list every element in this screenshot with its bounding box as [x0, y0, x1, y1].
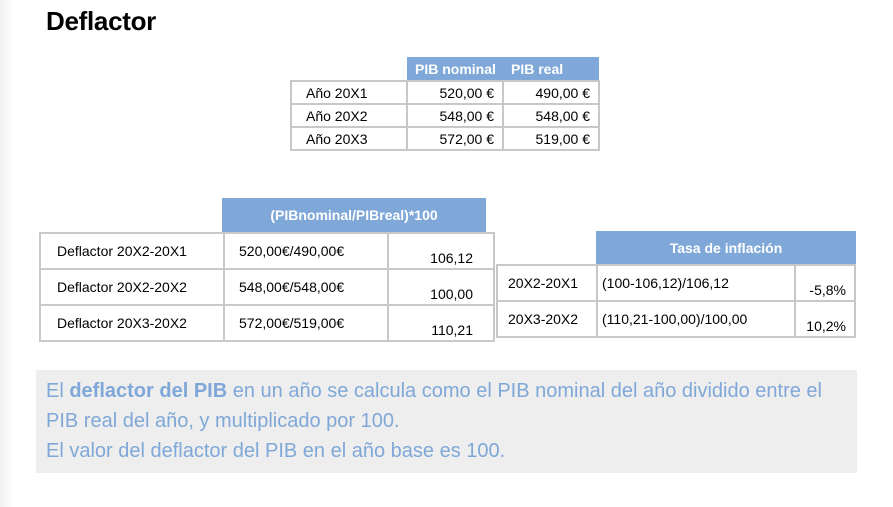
- table-row: Año 20X1 520,00 € 490,00 €: [290, 80, 600, 105]
- deflator-value: 106,12: [387, 232, 495, 270]
- deflator-fraction: 520,00€/490,00€: [223, 232, 389, 270]
- header-pib-nominal: PIB nominal: [407, 57, 503, 81]
- table-row: 20X2-20X1 (100-106,12)/106,12 -5,8%: [496, 264, 856, 302]
- page-title: Deflactor: [46, 6, 156, 36]
- deflator-label: Deflactor 20X3-20X2: [39, 304, 225, 342]
- year-label: Año 20X3: [290, 126, 408, 151]
- pib-table: PIB nominal PIB real Año 20X1 520,00 € 4…: [290, 57, 600, 151]
- pib-real-value: 519,00 €: [502, 126, 600, 151]
- deflator-formula-header: (PIBnominal/PIBreal)*100: [222, 198, 486, 232]
- table-row: Deflactor 20X2-20X1 520,00€/490,00€ 106,…: [39, 232, 495, 270]
- definition-note: El deflactor del PIB en un año se calcul…: [36, 370, 857, 473]
- header-pib-real: PIB real: [503, 57, 599, 81]
- note-line-2: El valor del deflactor del PIB en el año…: [46, 440, 506, 462]
- inflation-value: -5,8%: [794, 264, 856, 302]
- deflator-table: Deflactor 20X2-20X1 520,00€/490,00€ 106,…: [39, 232, 495, 342]
- deflator-label: Deflactor 20X2-20X2: [39, 268, 225, 306]
- deflator-value: 110,21: [387, 304, 495, 342]
- deflator-label: Deflactor 20X2-20X1: [39, 232, 225, 270]
- inflation-formula: (110,21-100,00)/100,00: [596, 300, 796, 338]
- period-label: 20X2-20X1: [496, 264, 598, 302]
- deflator-fraction: 548,00€/548,00€: [223, 268, 389, 306]
- period-label: 20X3-20X2: [496, 300, 598, 338]
- table-row: Año 20X3 572,00 € 519,00 €: [290, 126, 600, 151]
- deflator-value: 100,00: [387, 268, 495, 306]
- inflation-rate-header: Tasa de inflación: [596, 231, 856, 264]
- table-row: Deflactor 20X3-20X2 572,00€/519,00€ 110,…: [39, 304, 495, 342]
- year-label: Año 20X2: [290, 103, 408, 128]
- pib-real-value: 490,00 €: [502, 80, 600, 105]
- left-edge-shadow: [0, 0, 14, 507]
- pib-nominal-value: 548,00 €: [406, 103, 504, 128]
- inflation-table: 20X2-20X1 (100-106,12)/106,12 -5,8% 20X3…: [496, 264, 856, 338]
- note-text-start: El: [46, 380, 70, 402]
- pib-real-value: 548,00 €: [502, 103, 600, 128]
- year-label: Año 20X1: [290, 80, 408, 105]
- table-row: Deflactor 20X2-20X2 548,00€/548,00€ 100,…: [39, 268, 495, 306]
- pib-nominal-value: 520,00 €: [406, 80, 504, 105]
- table-row: Año 20X2 548,00 € 548,00 €: [290, 103, 600, 128]
- pib-table-header-row: PIB nominal PIB real: [291, 57, 599, 81]
- inflation-value: 10,2%: [794, 300, 856, 338]
- note-bold-term: deflactor del PIB: [69, 380, 228, 402]
- pib-nominal-value: 572,00 €: [406, 126, 504, 151]
- table-row: 20X3-20X2 (110,21-100,00)/100,00 10,2%: [496, 300, 856, 338]
- inflation-formula: (100-106,12)/106,12: [596, 264, 796, 302]
- note-text-rest: en un año se calcula como el PIB nominal…: [46, 380, 822, 432]
- deflator-fraction: 572,00€/519,00€: [223, 304, 389, 342]
